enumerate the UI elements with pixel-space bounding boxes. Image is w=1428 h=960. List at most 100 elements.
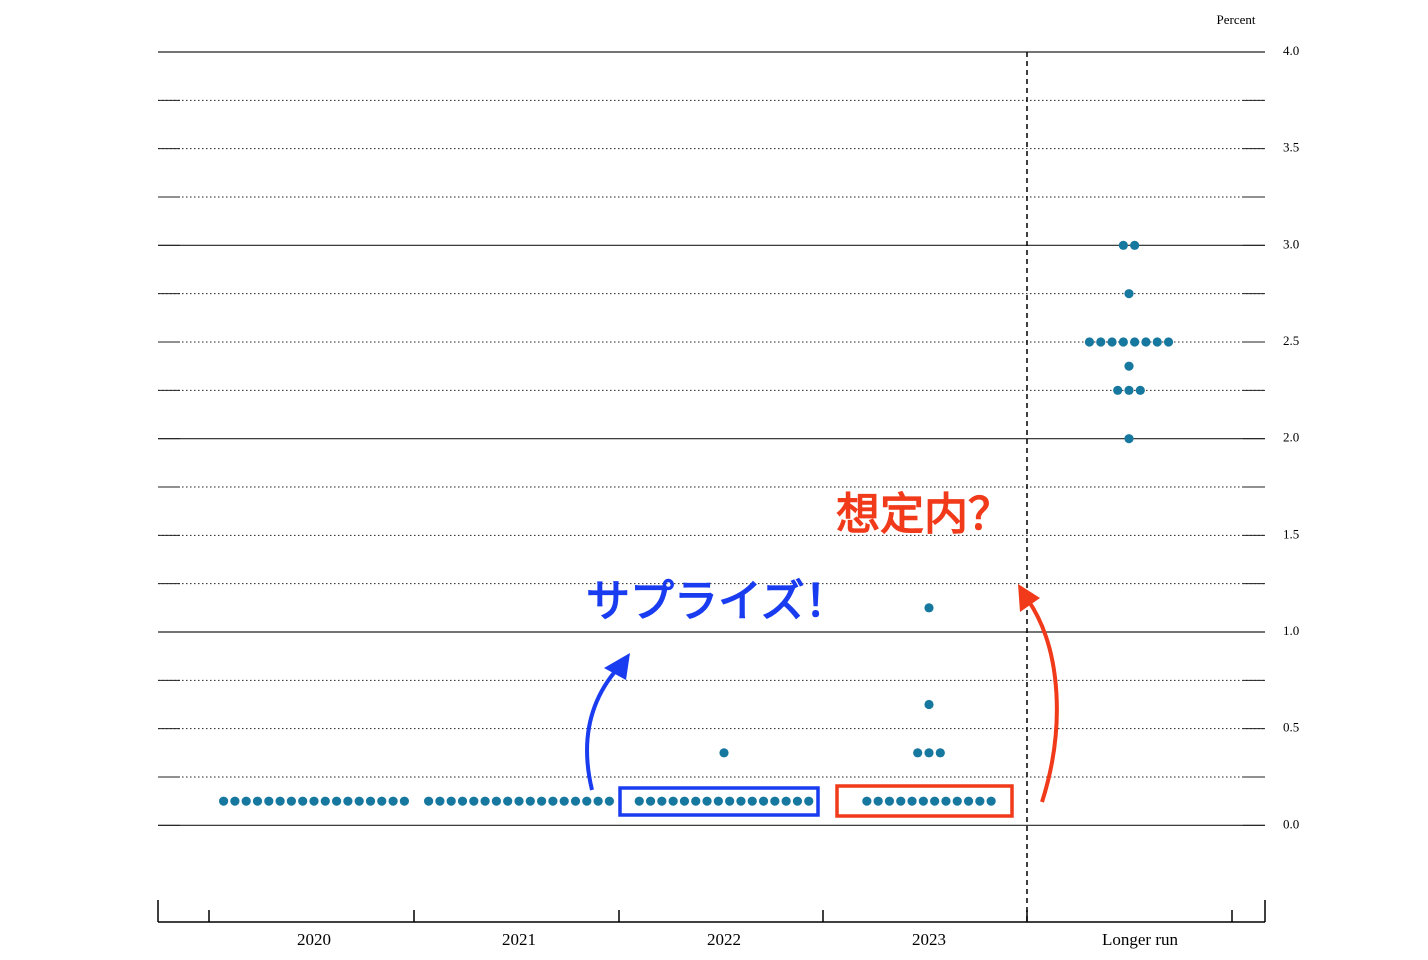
highlight-box-2023 bbox=[835, 784, 1014, 818]
dot bbox=[354, 796, 364, 806]
dot bbox=[241, 796, 251, 806]
dot bbox=[1135, 385, 1145, 395]
dot bbox=[604, 796, 615, 806]
dot bbox=[537, 796, 547, 806]
dot bbox=[332, 796, 342, 806]
red-arrowhead bbox=[1018, 584, 1040, 612]
dot bbox=[1124, 434, 1134, 444]
dot bbox=[634, 796, 644, 806]
dot bbox=[1130, 240, 1140, 250]
dot bbox=[657, 796, 667, 806]
y-unit-label: Percent bbox=[1217, 12, 1256, 27]
dot bbox=[924, 748, 934, 758]
dot bbox=[804, 796, 814, 806]
dot bbox=[986, 796, 996, 806]
dot bbox=[884, 796, 895, 806]
dot bbox=[491, 796, 501, 806]
dot bbox=[935, 748, 945, 758]
dot bbox=[559, 796, 569, 806]
dot bbox=[1124, 385, 1134, 395]
dot bbox=[963, 796, 974, 806]
dot bbox=[1118, 337, 1128, 347]
dot bbox=[582, 796, 592, 806]
y-tick-label: 3.5 bbox=[1283, 140, 1299, 155]
dot bbox=[1084, 337, 1095, 347]
dot bbox=[525, 796, 535, 806]
dot bbox=[503, 796, 513, 806]
highlight-box-2022 bbox=[618, 786, 820, 817]
dot bbox=[219, 796, 229, 806]
dot bbox=[736, 796, 746, 806]
dot bbox=[862, 796, 872, 806]
dot bbox=[286, 796, 296, 806]
dot bbox=[1124, 361, 1134, 371]
blue-arrowhead bbox=[604, 653, 630, 680]
dot bbox=[343, 796, 353, 806]
x-tick-label: 2023 bbox=[912, 930, 946, 949]
y-tick-label: 4.0 bbox=[1283, 43, 1299, 58]
dot bbox=[275, 796, 285, 806]
dot bbox=[896, 796, 906, 806]
dot bbox=[1152, 337, 1162, 347]
dot bbox=[424, 796, 434, 806]
dot bbox=[377, 796, 387, 806]
x-tick-label: 2022 bbox=[707, 930, 741, 949]
dot bbox=[593, 796, 603, 806]
dot bbox=[1141, 337, 1151, 347]
dot bbox=[691, 796, 701, 806]
y-tick-label: 0.0 bbox=[1283, 816, 1299, 831]
dot bbox=[679, 796, 690, 806]
dot bbox=[469, 796, 479, 806]
dot bbox=[918, 796, 928, 806]
dot bbox=[924, 699, 934, 710]
dot bbox=[298, 796, 308, 806]
dot bbox=[781, 796, 791, 806]
dot bbox=[1130, 337, 1140, 347]
dot bbox=[457, 796, 468, 806]
dot bbox=[446, 796, 456, 806]
dot bbox=[952, 796, 962, 806]
dot bbox=[792, 796, 803, 806]
dot bbox=[230, 796, 240, 806]
dot bbox=[770, 796, 780, 806]
dot bbox=[1118, 240, 1128, 250]
dot bbox=[747, 796, 757, 806]
dot bbox=[725, 796, 735, 806]
dot bbox=[570, 796, 581, 806]
red-arrow bbox=[1026, 598, 1059, 803]
dot bbox=[913, 748, 923, 758]
dot bbox=[1113, 385, 1123, 395]
dot bbox=[645, 796, 656, 806]
dot bbox=[480, 796, 490, 806]
dot bbox=[399, 796, 409, 806]
dot bbox=[1107, 337, 1117, 347]
dot bbox=[1096, 337, 1106, 347]
dot bbox=[975, 796, 985, 806]
y-tick-label: 0.5 bbox=[1283, 720, 1299, 735]
dot bbox=[907, 796, 917, 806]
dot bbox=[1124, 289, 1134, 299]
dot bbox=[514, 796, 524, 806]
y-tick-label: 1.5 bbox=[1283, 526, 1299, 541]
dot bbox=[719, 748, 729, 758]
y-tick-label: 1.0 bbox=[1283, 623, 1299, 638]
dot bbox=[435, 796, 445, 806]
y-tick-label: 3.0 bbox=[1283, 236, 1299, 251]
dot bbox=[388, 796, 398, 806]
x-tick-label: 2020 bbox=[297, 930, 331, 949]
dot bbox=[941, 796, 951, 806]
annotation: 想定内？ bbox=[836, 489, 1012, 540]
dot bbox=[702, 796, 712, 806]
dot bbox=[758, 796, 769, 806]
x-tick-label: Longer run bbox=[1102, 930, 1179, 949]
dot bbox=[309, 796, 319, 806]
annotation: サプライズ！ bbox=[586, 576, 849, 627]
dot bbox=[320, 796, 330, 806]
y-tick-label: 2.0 bbox=[1283, 430, 1299, 445]
dot bbox=[264, 796, 274, 806]
dot bbox=[365, 796, 376, 806]
blue-arrow bbox=[585, 666, 620, 791]
dot bbox=[873, 796, 883, 806]
dot bbox=[1163, 337, 1174, 347]
dot bbox=[930, 796, 940, 806]
